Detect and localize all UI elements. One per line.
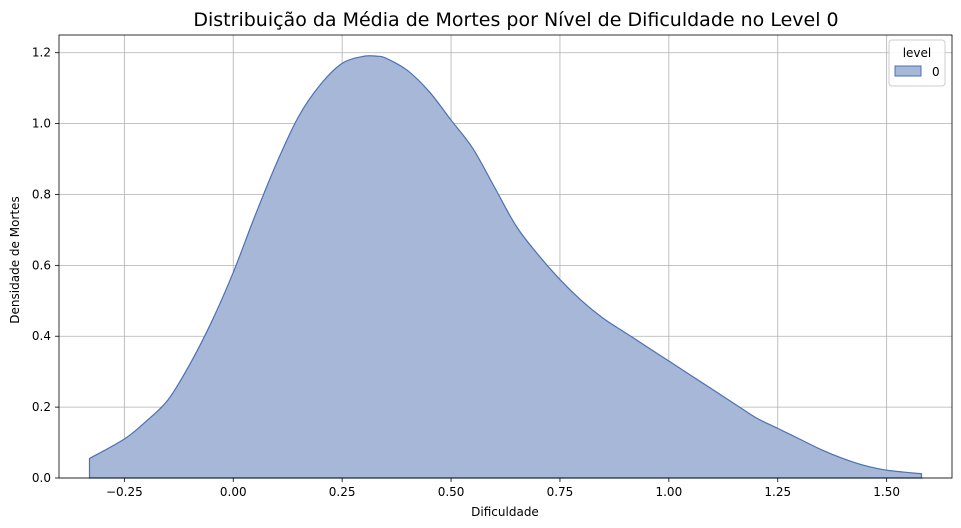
- x-tick-label: 0.25: [329, 485, 356, 499]
- x-tick-label: 0.75: [547, 485, 574, 499]
- x-axis-label: Dificuldade: [471, 505, 539, 519]
- legend: level 0: [888, 39, 946, 87]
- legend-title: level: [903, 46, 932, 60]
- density-area: [88, 55, 923, 479]
- y-tick-label: 0.4: [32, 329, 51, 343]
- y-tick-label: 0.8: [32, 187, 51, 201]
- y-tick-label: 1.2: [32, 46, 51, 60]
- x-tick-label: −0.25: [106, 485, 143, 499]
- x-tick-label: 1.00: [655, 485, 682, 499]
- x-tick-label: 0.00: [220, 485, 247, 499]
- y-tick-label: 1.0: [32, 117, 51, 131]
- x-tick-label: 1.50: [873, 485, 900, 499]
- y-tick-label: 0.2: [32, 400, 51, 414]
- y-tick-label: 0.6: [32, 258, 51, 272]
- legend-swatch: [894, 65, 922, 77]
- chart-title: Distribuição da Média de Mortes por Níve…: [193, 9, 838, 31]
- axes-frame: [58, 34, 953, 479]
- x-axis: −0.25 0.00 0.25 0.50 0.75 1.00 1.25 1.50: [106, 478, 900, 499]
- legend-entry: 0: [932, 65, 940, 79]
- plot-area: [88, 55, 923, 479]
- y-axis: 0.0 0.2 0.4 0.6 0.8 1.0 1.2: [32, 46, 59, 485]
- x-tick-label: 1.25: [764, 485, 791, 499]
- y-tick-label: 0.0: [32, 471, 51, 485]
- y-axis-label: Densidade de Mortes: [8, 196, 22, 323]
- x-tick-label: 0.50: [438, 485, 465, 499]
